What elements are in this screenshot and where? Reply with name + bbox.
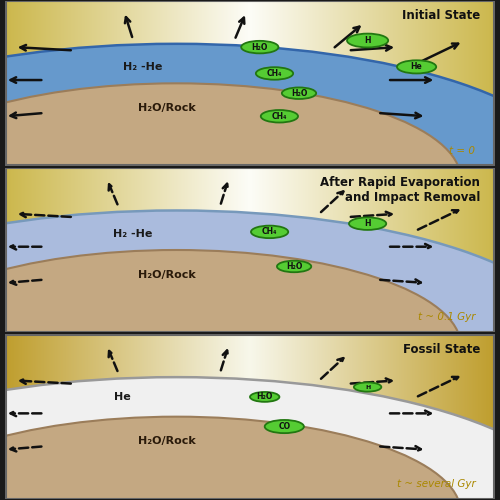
Circle shape	[251, 226, 288, 238]
Text: H₂O: H₂O	[291, 88, 307, 98]
Circle shape	[264, 420, 304, 433]
Text: t ~ 0.1 Gyr: t ~ 0.1 Gyr	[418, 312, 476, 322]
Wedge shape	[0, 84, 460, 179]
Circle shape	[349, 218, 386, 230]
Text: CH₄: CH₄	[262, 228, 278, 236]
Text: H₂ -He: H₂ -He	[122, 62, 162, 72]
Text: H₂O: H₂O	[286, 262, 302, 271]
Text: H₂ -He: H₂ -He	[112, 228, 152, 238]
Text: CH₄: CH₄	[267, 69, 282, 78]
Text: H: H	[365, 384, 370, 390]
Circle shape	[277, 260, 311, 272]
Wedge shape	[0, 210, 500, 346]
Wedge shape	[0, 416, 460, 500]
Wedge shape	[0, 44, 500, 179]
Text: H₂O: H₂O	[256, 392, 273, 402]
Text: H₂O: H₂O	[252, 42, 268, 51]
Text: CH₄: CH₄	[272, 112, 287, 121]
Text: CO: CO	[278, 422, 290, 431]
Circle shape	[354, 382, 382, 392]
Text: Fossil State: Fossil State	[403, 342, 480, 355]
Text: He: He	[410, 62, 422, 72]
Circle shape	[347, 34, 388, 48]
Circle shape	[397, 60, 436, 74]
Text: He: He	[114, 392, 131, 402]
Text: H: H	[364, 219, 371, 228]
Text: t ~ several Gyr: t ~ several Gyr	[396, 479, 475, 489]
Wedge shape	[0, 250, 460, 346]
Text: H₂O/Rock: H₂O/Rock	[138, 436, 196, 446]
Text: H₂O/Rock: H₂O/Rock	[138, 103, 196, 113]
Circle shape	[256, 67, 293, 80]
Text: H₂O/Rock: H₂O/Rock	[138, 270, 196, 280]
Circle shape	[282, 88, 316, 99]
Text: After Rapid Evaporation
and Impact Removal: After Rapid Evaporation and Impact Remov…	[320, 176, 480, 204]
Circle shape	[241, 41, 279, 54]
Text: Initial State: Initial State	[402, 9, 480, 22]
Text: t = 0: t = 0	[450, 146, 475, 156]
Circle shape	[250, 392, 280, 402]
Text: H: H	[364, 36, 371, 45]
Circle shape	[261, 110, 298, 122]
Wedge shape	[0, 377, 500, 500]
